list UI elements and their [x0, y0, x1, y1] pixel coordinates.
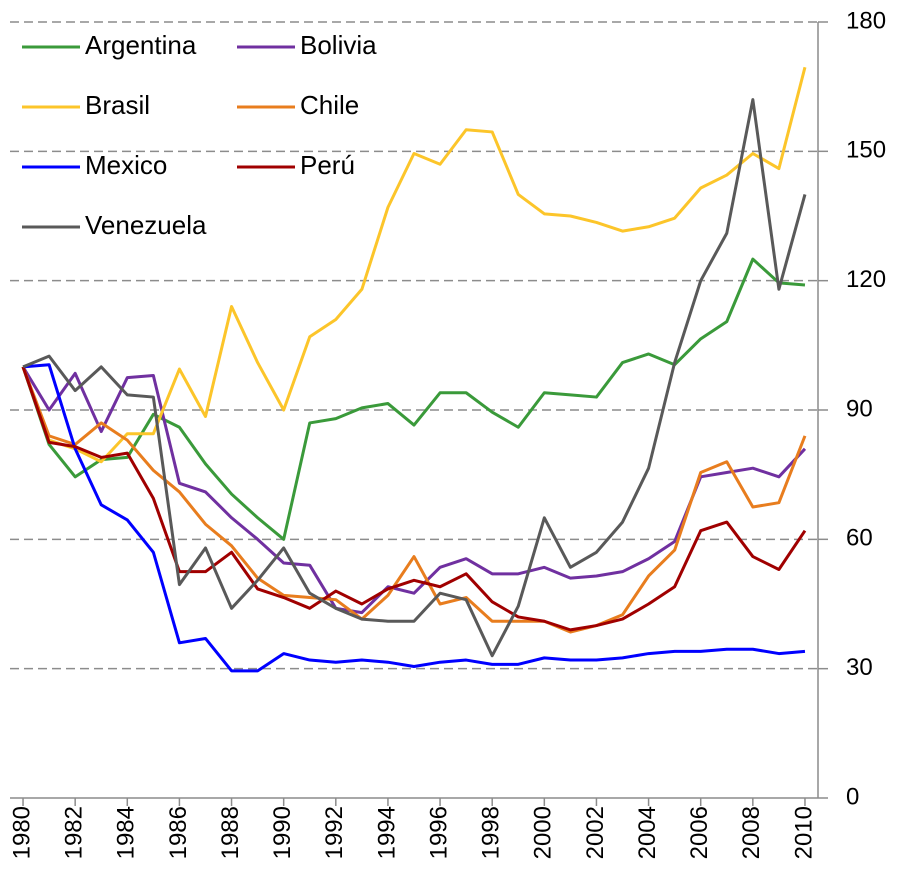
- x-tick-label: 1996: [425, 806, 452, 859]
- legend-label: Brasil: [85, 90, 150, 120]
- series-line: [21, 366, 807, 615]
- series-line: [21, 257, 806, 541]
- x-tick-label: 1988: [217, 806, 244, 859]
- legend-item: Perú: [237, 150, 355, 180]
- x-tick-label: 1998: [478, 806, 505, 859]
- series-line: [21, 366, 807, 634]
- x-tick-label: 1982: [61, 806, 88, 859]
- legend-label: Argentina: [85, 30, 197, 60]
- legend-label: Chile: [300, 90, 359, 120]
- y-tick-label: 120: [846, 266, 886, 293]
- x-tick-label: 2004: [634, 806, 661, 859]
- x-tick-label: 2006: [686, 806, 713, 859]
- legend-item: Brasil: [22, 90, 150, 120]
- x-tick-label: 2002: [582, 806, 609, 859]
- y-tick-label: 30: [846, 654, 873, 681]
- x-tick-label: 1984: [113, 806, 140, 859]
- legend-item: Argentina: [22, 30, 197, 60]
- legend-label: Bolivia: [300, 30, 377, 60]
- x-tick-label: 2010: [790, 806, 817, 859]
- x-tick-label: 1994: [373, 806, 400, 859]
- y-tick-label: 180: [846, 7, 886, 34]
- legend-item: Venezuela: [22, 210, 207, 240]
- series-line: [22, 363, 806, 673]
- x-tick-label: 1980: [8, 806, 35, 859]
- series-line: [22, 98, 807, 658]
- legend-label: Mexico: [85, 150, 167, 180]
- legend-label: Venezuela: [85, 210, 207, 240]
- legend-item: Mexico: [22, 150, 167, 180]
- legend-item: Bolivia: [237, 30, 377, 60]
- series-line: [21, 366, 807, 632]
- x-tick-label: 1992: [321, 806, 348, 859]
- legend-item: Chile: [237, 90, 359, 120]
- y-tick-label: 90: [846, 395, 873, 422]
- x-tick-label: 2000: [530, 806, 557, 859]
- series-line: [21, 66, 807, 464]
- x-tick-label: 1986: [165, 806, 192, 859]
- x-tick-label: 1990: [269, 806, 296, 859]
- y-tick-label: 0: [846, 783, 859, 810]
- y-tick-label: 150: [846, 137, 886, 164]
- x-tick-label: 2008: [738, 806, 765, 859]
- legend-label: Perú: [300, 150, 355, 180]
- y-tick-label: 60: [846, 525, 873, 552]
